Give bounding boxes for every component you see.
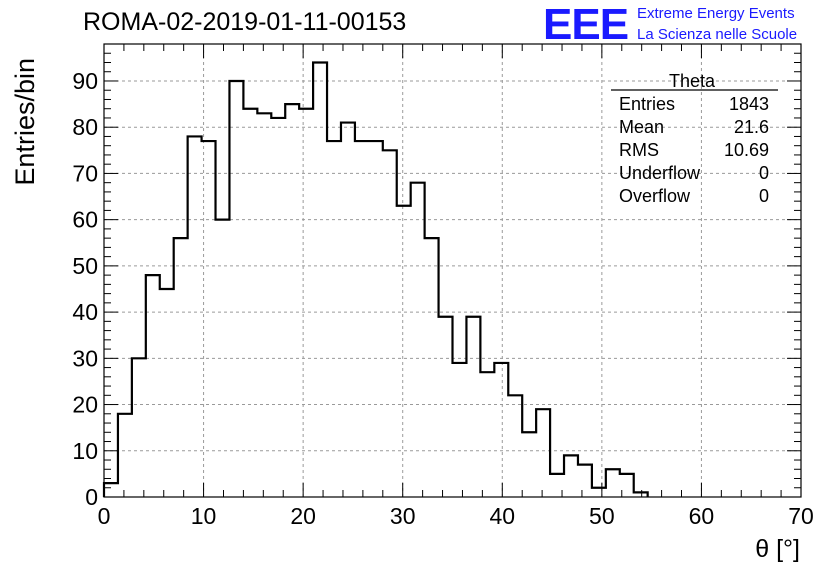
histogram-bin (592, 488, 606, 497)
stats-label-rms: RMS (619, 140, 659, 160)
histogram-bin (466, 317, 480, 497)
y-tick-label: 30 (72, 345, 98, 371)
stats-label-entries: Entries (619, 94, 675, 114)
y-tick-label: 40 (72, 299, 98, 325)
axis-ticks (103, 43, 802, 498)
histogram-bin (606, 469, 620, 497)
logo-line-2: La Scienza nelle Scuole (637, 26, 798, 43)
stats-label-mean: Mean (619, 117, 664, 137)
statistics-box: Theta Entries 1843 Mean 21.6 RMS 10.69 U… (611, 71, 778, 206)
y-tick-label: 0 (85, 484, 98, 510)
histogram-bin (104, 483, 118, 497)
eee-logo: EEE (543, 0, 629, 49)
y-tick-label: 10 (72, 438, 98, 464)
x-tick-label: 30 (390, 503, 416, 529)
y-tick-label: 70 (72, 160, 98, 186)
x-axis-label: θ [°] (755, 535, 800, 563)
stats-value-underflow: 0 (759, 163, 769, 183)
histogram-bin (480, 372, 494, 497)
histogram-bin (453, 363, 467, 497)
x-tick-label: 70 (788, 503, 814, 529)
stats-label-overflow: Overflow (619, 186, 691, 206)
histogram-bin (285, 104, 299, 497)
histogram-bin (578, 465, 592, 497)
histogram-outline (102, 61, 649, 497)
histogram-bin (383, 150, 397, 497)
histogram-bin (146, 275, 160, 497)
histogram-bin (536, 409, 550, 497)
run-title: ROMA-02-2019-01-11-00153 (83, 8, 407, 36)
histogram-bin (299, 109, 313, 497)
histogram-bin (243, 109, 257, 497)
logo-line-1: Extreme Energy Events (637, 5, 795, 22)
stats-title: Theta (669, 71, 716, 91)
histogram-bin (508, 395, 522, 497)
histogram-bin (132, 358, 146, 497)
y-axis-label: Entries/bin (10, 58, 40, 186)
x-tick-label: 50 (589, 503, 615, 529)
histogram-bin (202, 141, 216, 497)
y-tick-label: 80 (72, 114, 98, 140)
y-tick-label: 90 (72, 68, 98, 94)
grid-lines (104, 44, 801, 497)
stats-value-mean: 21.6 (734, 117, 769, 137)
histogram-bin (564, 455, 578, 497)
plot-frame (103, 43, 802, 498)
x-tick-label: 20 (290, 503, 316, 529)
histogram-bin (229, 81, 243, 497)
histogram-bin (216, 220, 230, 497)
histogram-bin (174, 238, 188, 497)
stats-value-overflow: 0 (759, 186, 769, 206)
histogram-bin (411, 183, 425, 497)
histogram-bin (271, 118, 285, 497)
histogram-bin (397, 206, 411, 497)
histogram-bin (355, 141, 369, 497)
y-tick-label: 50 (72, 253, 98, 279)
x-tick-label: 60 (689, 503, 715, 529)
histogram-bin (118, 414, 132, 497)
histogram-bin (160, 289, 174, 497)
y-tick-label: 20 (72, 392, 98, 418)
stats-label-underflow: Underflow (619, 163, 701, 183)
histogram-bin (257, 113, 271, 497)
histogram-bin (313, 62, 327, 497)
histogram-bin (327, 141, 341, 497)
histogram-bin (494, 363, 508, 497)
x-tick-label: 0 (98, 503, 111, 529)
histogram-bin (188, 136, 202, 497)
histogram-bin (439, 317, 453, 497)
stats-value-rms: 10.69 (724, 140, 769, 160)
histogram-bin (341, 123, 355, 497)
x-tick-label: 10 (191, 503, 217, 529)
y-tick-label: 60 (72, 207, 98, 233)
stats-value-entries: 1843 (729, 94, 769, 114)
tick-labels: 0 10 20 30 40 50 60 70 0 10 20 30 40 50 60 70 80 90 (72, 68, 813, 529)
x-tick-label: 40 (489, 503, 515, 529)
histogram-bin (634, 492, 648, 497)
histogram-bin (522, 432, 536, 497)
histogram-bin (425, 238, 439, 497)
histogram-bin (369, 141, 383, 497)
histogram-series (102, 61, 649, 497)
